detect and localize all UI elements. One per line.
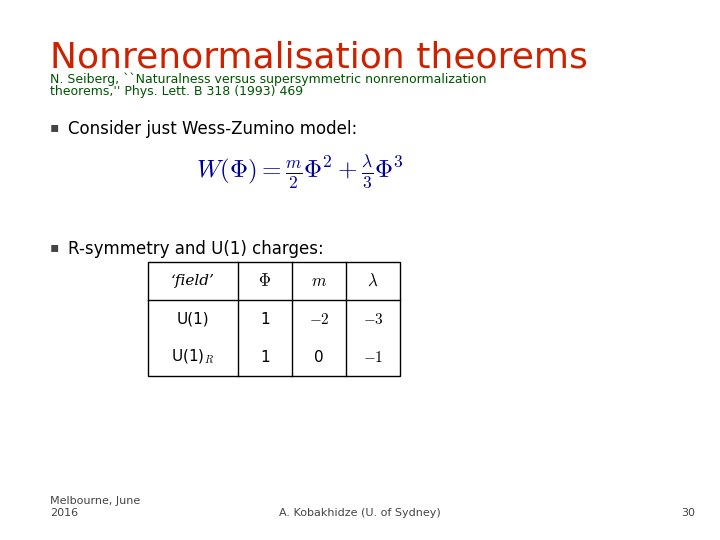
Text: $W(\Phi) = \frac{m}{2}\Phi^2 + \frac{\lambda}{3}\Phi^3$: $W(\Phi) = \frac{m}{2}\Phi^2 + \frac{\la… <box>196 153 404 191</box>
Text: 1: 1 <box>260 349 270 364</box>
Text: theorems,'' Phys. Lett. B 318 (1993) 469: theorems,'' Phys. Lett. B 318 (1993) 469 <box>50 85 303 98</box>
Text: N. Seiberg, ``Naturalness versus supersymmetric nonrenormalization: N. Seiberg, ``Naturalness versus supersy… <box>50 72 487 85</box>
Text: Consider just Wess-Zumino model:: Consider just Wess-Zumino model: <box>68 120 357 138</box>
Text: R-symmetry and U(1) charges:: R-symmetry and U(1) charges: <box>68 240 324 258</box>
Text: ‘field’: ‘field’ <box>171 274 215 288</box>
Text: U(1): U(1) <box>176 312 210 327</box>
Text: $\Phi$: $\Phi$ <box>258 272 271 290</box>
Text: $-1$: $-1$ <box>363 349 383 364</box>
Text: $m$: $m$ <box>311 272 327 290</box>
Text: $\lambda$: $\lambda$ <box>367 272 379 290</box>
Text: ▪: ▪ <box>50 240 59 254</box>
Bar <box>148 262 400 376</box>
Text: Nonrenormalisation theorems: Nonrenormalisation theorems <box>50 40 588 74</box>
Text: A. Kobakhidze (U. of Sydney): A. Kobakhidze (U. of Sydney) <box>279 508 441 518</box>
Text: 1: 1 <box>260 312 270 327</box>
Text: $-3$: $-3$ <box>363 312 384 327</box>
Text: U(1)$_R$: U(1)$_R$ <box>171 348 215 366</box>
Text: Melbourne, June
2016: Melbourne, June 2016 <box>50 496 140 518</box>
Text: $-2$: $-2$ <box>309 312 329 327</box>
Text: ▪: ▪ <box>50 120 59 134</box>
Text: 30: 30 <box>681 508 695 518</box>
Text: 0: 0 <box>314 349 324 364</box>
